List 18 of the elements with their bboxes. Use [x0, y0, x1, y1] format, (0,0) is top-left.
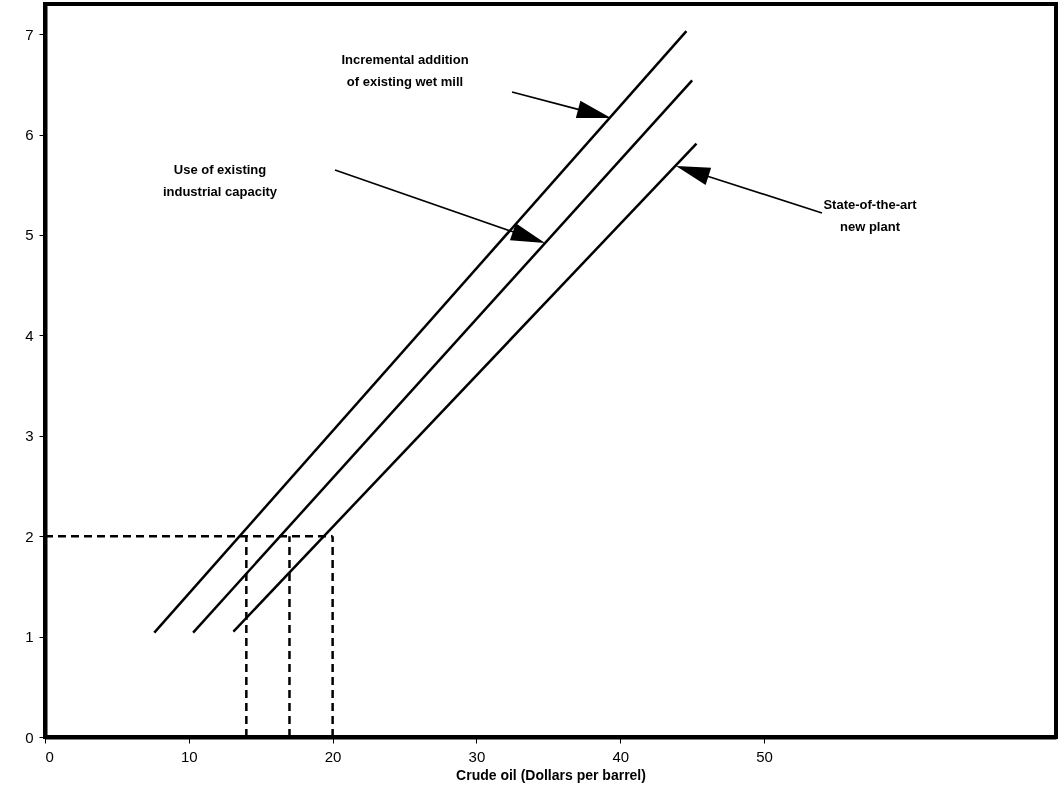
x-tick-label: 10	[180, 747, 198, 765]
y-tick-label: 6	[25, 126, 34, 144]
y-tick-label: 7	[25, 25, 34, 43]
annotation: Incremental addition of existing wet mill	[341, 52, 469, 89]
y-tick-label: 3	[25, 427, 34, 445]
y-tick-label: 1	[25, 628, 34, 646]
x-tick-label: 30	[468, 747, 486, 765]
x-axis-title: Crude oil (Dollars per barrel)	[456, 766, 646, 783]
x-tick-label: 50	[756, 747, 773, 765]
y-tick-label: 0	[25, 728, 34, 746]
x-tick-label: 20	[324, 747, 342, 765]
annotation: State-of-the-art new plant	[823, 197, 918, 234]
y-tick-label: 5	[25, 226, 34, 244]
y-tick-label: 4	[25, 326, 34, 344]
y-tick-label: 2	[25, 527, 34, 545]
annotation: Use of existing industrial capacity	[162, 162, 278, 199]
x-tick-label: 40	[612, 747, 630, 765]
x-tick-label: 0	[45, 747, 54, 765]
